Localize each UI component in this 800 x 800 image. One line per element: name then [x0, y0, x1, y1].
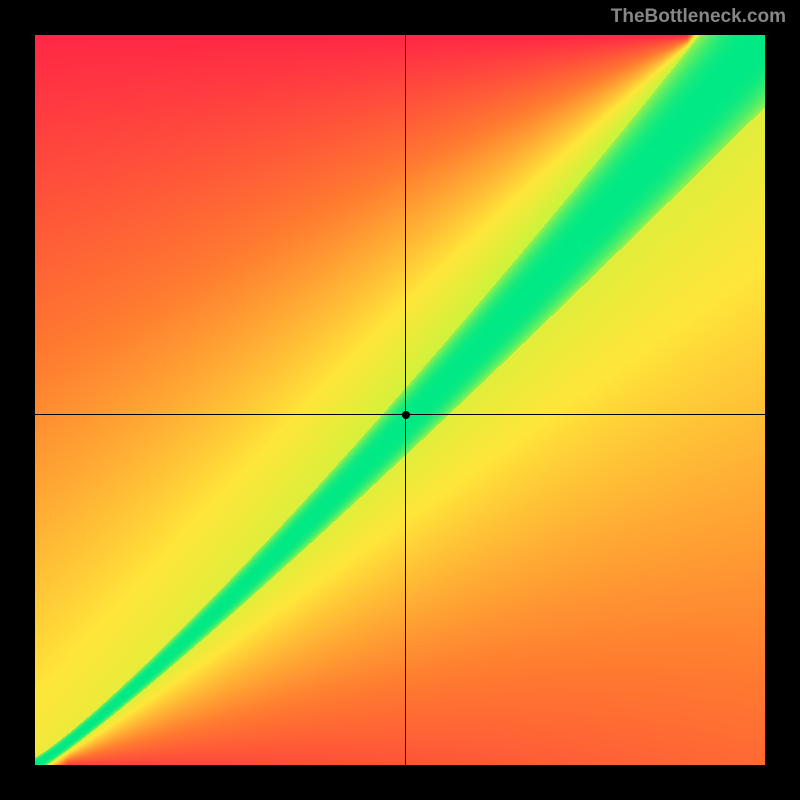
watermark-text: TheBottleneck.com: [611, 6, 786, 28]
crosshair-horizontal: [35, 414, 765, 415]
bottleneck-heatmap: [35, 35, 765, 765]
data-point-marker[interactable]: [402, 411, 410, 419]
crosshair-vertical: [405, 35, 406, 765]
chart-container: TheBottleneck.com: [0, 0, 800, 800]
